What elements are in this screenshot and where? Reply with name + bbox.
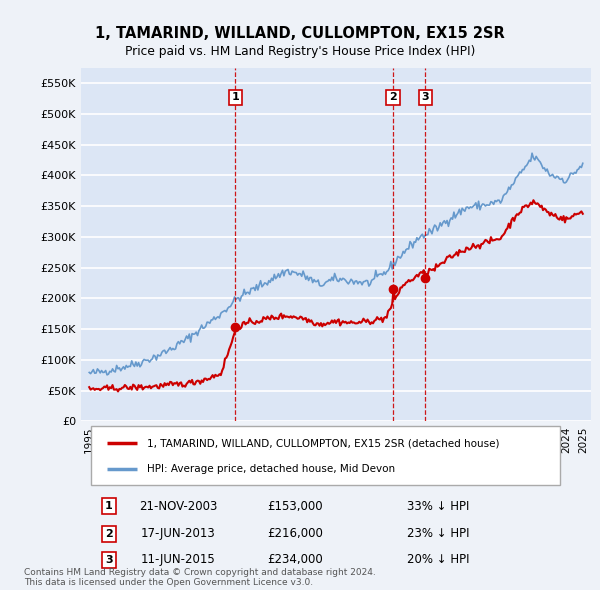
Text: 23% ↓ HPI: 23% ↓ HPI [407, 527, 469, 540]
Text: 11-JUN-2015: 11-JUN-2015 [140, 553, 215, 566]
Text: 20% ↓ HPI: 20% ↓ HPI [407, 553, 469, 566]
FancyBboxPatch shape [91, 426, 560, 484]
Text: Contains HM Land Registry data © Crown copyright and database right 2024.: Contains HM Land Registry data © Crown c… [24, 568, 376, 577]
Text: 3: 3 [422, 93, 430, 103]
Text: 2: 2 [105, 529, 113, 539]
Text: 17-JUN-2013: 17-JUN-2013 [140, 527, 215, 540]
Text: £153,000: £153,000 [268, 500, 323, 513]
Text: £234,000: £234,000 [268, 553, 323, 566]
Text: 21-NOV-2003: 21-NOV-2003 [139, 500, 217, 513]
Text: 1: 1 [232, 93, 239, 103]
Text: £216,000: £216,000 [267, 527, 323, 540]
Text: 1, TAMARIND, WILLAND, CULLOMPTON, EX15 2SR: 1, TAMARIND, WILLAND, CULLOMPTON, EX15 2… [95, 26, 505, 41]
Text: 1, TAMARIND, WILLAND, CULLOMPTON, EX15 2SR (detached house): 1, TAMARIND, WILLAND, CULLOMPTON, EX15 2… [148, 438, 500, 448]
Text: 1: 1 [105, 501, 113, 511]
Text: This data is licensed under the Open Government Licence v3.0.: This data is licensed under the Open Gov… [24, 578, 313, 587]
Text: 3: 3 [105, 555, 113, 565]
Text: Price paid vs. HM Land Registry's House Price Index (HPI): Price paid vs. HM Land Registry's House … [125, 45, 475, 58]
Text: 33% ↓ HPI: 33% ↓ HPI [407, 500, 469, 513]
Text: HPI: Average price, detached house, Mid Devon: HPI: Average price, detached house, Mid … [148, 464, 395, 474]
Text: 2: 2 [389, 93, 397, 103]
